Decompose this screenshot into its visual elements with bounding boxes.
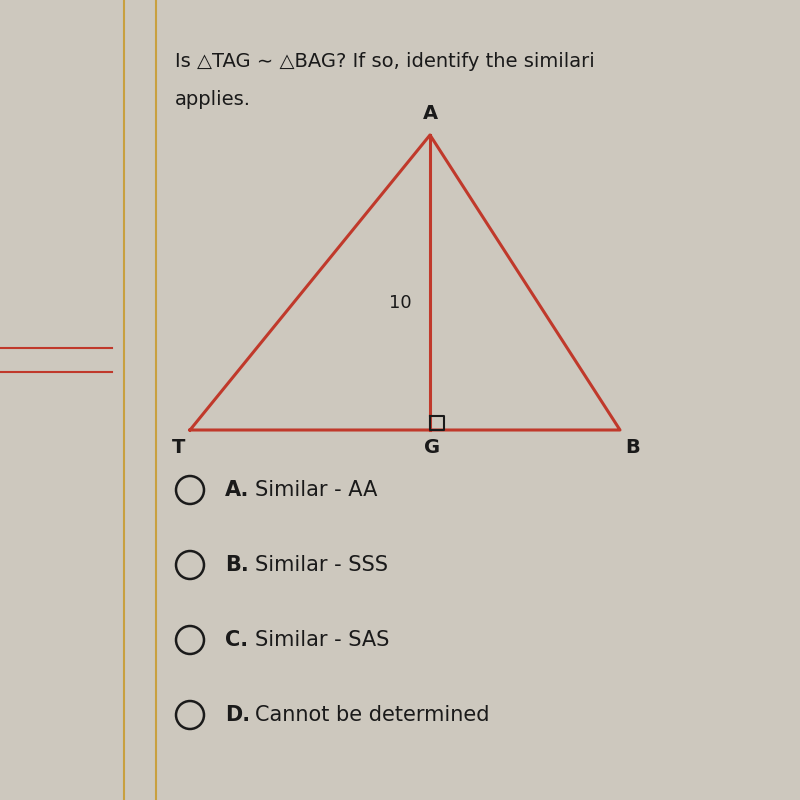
Text: C.: C. bbox=[225, 630, 248, 650]
Text: B.: B. bbox=[225, 555, 249, 575]
Text: A.: A. bbox=[225, 480, 250, 500]
Text: applies.: applies. bbox=[175, 90, 251, 109]
Text: Cannot be determined: Cannot be determined bbox=[255, 705, 490, 725]
Text: Is △TAG ∼ △BAG? If so, identify the similari: Is △TAG ∼ △BAG? If so, identify the simi… bbox=[175, 52, 594, 71]
Text: Similar - AA: Similar - AA bbox=[255, 480, 378, 500]
Text: G: G bbox=[424, 438, 440, 457]
Text: Similar - SSS: Similar - SSS bbox=[255, 555, 388, 575]
Text: A: A bbox=[422, 104, 438, 123]
Text: D.: D. bbox=[225, 705, 250, 725]
Text: Similar - SAS: Similar - SAS bbox=[255, 630, 390, 650]
Text: B: B bbox=[625, 438, 640, 457]
Text: 10: 10 bbox=[390, 294, 412, 311]
Text: T: T bbox=[172, 438, 185, 457]
